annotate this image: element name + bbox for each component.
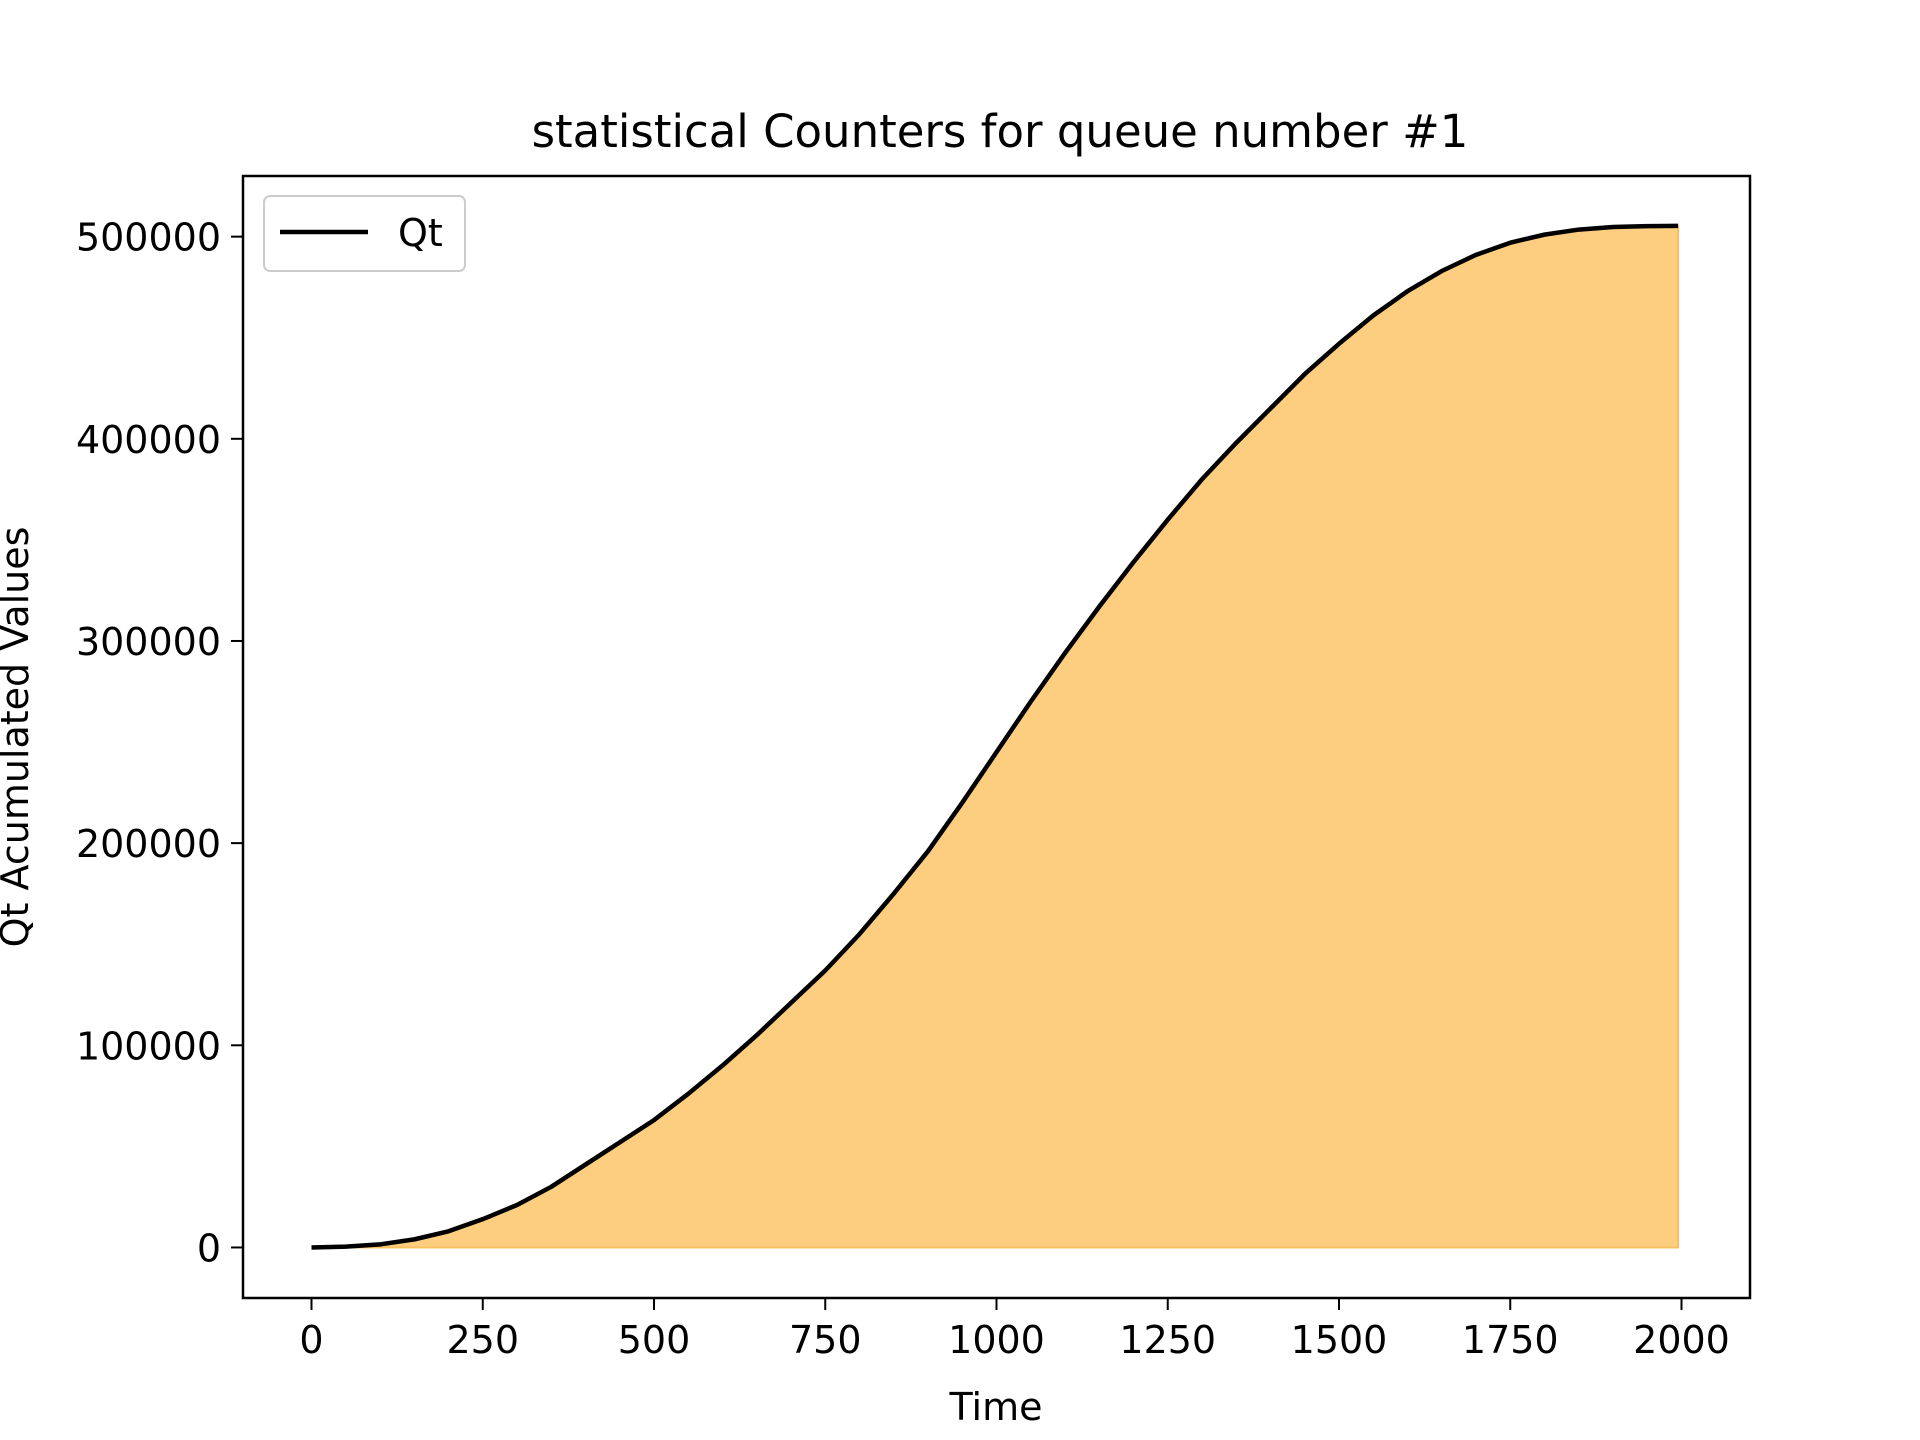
y-tick-label: 100000 [76, 1024, 221, 1068]
x-tick-label: 1000 [948, 1318, 1045, 1362]
legend: Qt [263, 195, 466, 272]
x-tick-label: 0 [299, 1318, 323, 1362]
legend-label-qt: Qt [398, 211, 443, 255]
x-tick-label: 250 [446, 1318, 519, 1362]
y-axis-label: Qt Acumulated Values [0, 527, 37, 948]
x-tick-label: 2000 [1633, 1318, 1730, 1362]
y-tick-label: 500000 [76, 216, 221, 260]
x-tick-label: 750 [789, 1318, 862, 1362]
x-axis-label: Time [949, 1385, 1043, 1429]
y-tick-label: 300000 [76, 620, 221, 664]
x-tick-label: 1500 [1291, 1318, 1388, 1362]
axes: 0 250 500 750 1000 1250 1500 1750 2000 0 100000 200… [76, 216, 1730, 1362]
x-tick-label: 1250 [1119, 1318, 1216, 1362]
x-tick-label: 500 [618, 1318, 691, 1362]
y-tick-label: 200000 [76, 822, 221, 866]
series-line-qt [311, 223, 1679, 1250]
x-tick-label: 1750 [1462, 1318, 1559, 1362]
y-tick-label: 400000 [76, 418, 221, 462]
plot-area [311, 223, 1680, 1250]
axes-frame [241, 174, 1752, 1300]
y-tick-label: 0 [197, 1226, 221, 1270]
chart-title: statistical Counters for queue number #1 [532, 105, 1469, 158]
